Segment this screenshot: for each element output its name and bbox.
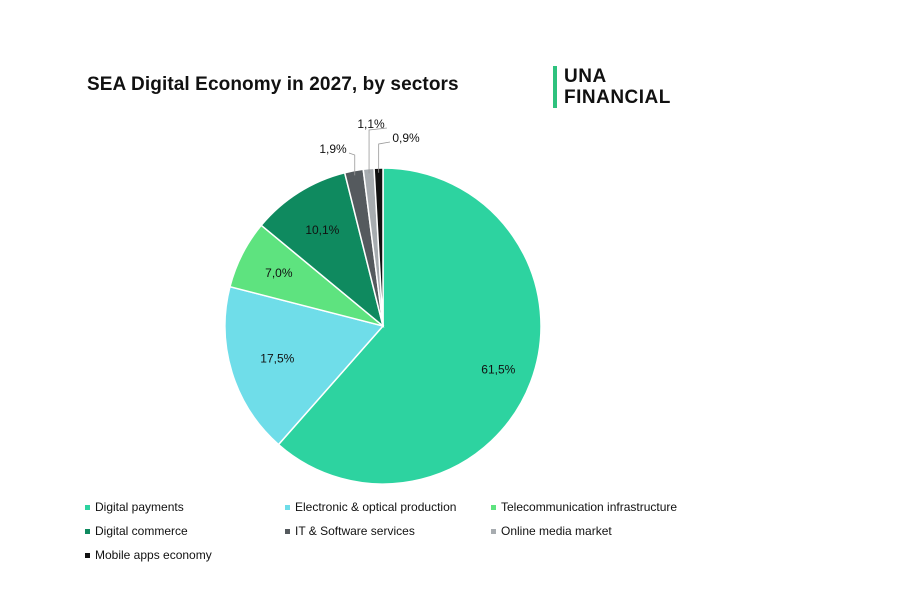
leader-line — [378, 141, 391, 173]
data-label: 10,1% — [305, 223, 339, 237]
legend-label: Digital payments — [95, 500, 184, 514]
legend-swatch — [85, 504, 90, 510]
legend-swatch — [285, 504, 290, 510]
data-label: 0,9% — [392, 131, 420, 145]
legend-item: Digital commerce — [85, 524, 285, 538]
legend-label: Online media market — [501, 524, 612, 538]
legend-item: IT & Software services — [285, 524, 491, 538]
logo-line-1: UNA — [564, 66, 607, 87]
pie-slice-electronic-optical-production — [224, 285, 385, 446]
legend-item: Telecommunication infrastructure — [491, 500, 685, 514]
legend-label: Digital commerce — [95, 524, 188, 538]
legend-label: IT & Software services — [295, 524, 415, 538]
data-label: 1,9% — [319, 142, 347, 156]
chart-title: SEA Digital Economy in 2027, by sectors — [87, 74, 459, 95]
data-label: 1,1% — [357, 117, 385, 131]
pie-slice-digital-payments — [277, 167, 542, 485]
legend-swatch — [491, 528, 496, 534]
legend-swatch — [285, 528, 290, 534]
legend-label: Telecommunication infrastructure — [501, 500, 678, 514]
legend-swatch — [85, 552, 90, 558]
chart-legend: Digital payments Electronic & optical pro… — [85, 500, 685, 562]
legend-swatch — [85, 528, 90, 534]
leader-line — [348, 152, 356, 176]
data-label: 61,5% — [481, 363, 515, 377]
leader-line — [368, 127, 388, 174]
data-label: 17,5% — [260, 352, 294, 366]
legend-label: Mobile apps economy — [95, 548, 212, 562]
legend-item: Electronic & optical production — [285, 500, 491, 514]
legend-label: Electronic & optical production — [295, 500, 457, 514]
data-label: 7,0% — [265, 266, 293, 280]
pie-slice-digital-commerce — [260, 171, 385, 329]
logo-line-2: FINANCIAL — [564, 87, 671, 108]
legend-swatch — [491, 504, 496, 510]
legend-item: Digital payments — [85, 500, 285, 514]
una-financial-logo: UNA FINANCIAL — [553, 66, 671, 108]
legend-item: Mobile apps economy — [85, 548, 285, 562]
legend-item: Online media market — [491, 524, 685, 538]
